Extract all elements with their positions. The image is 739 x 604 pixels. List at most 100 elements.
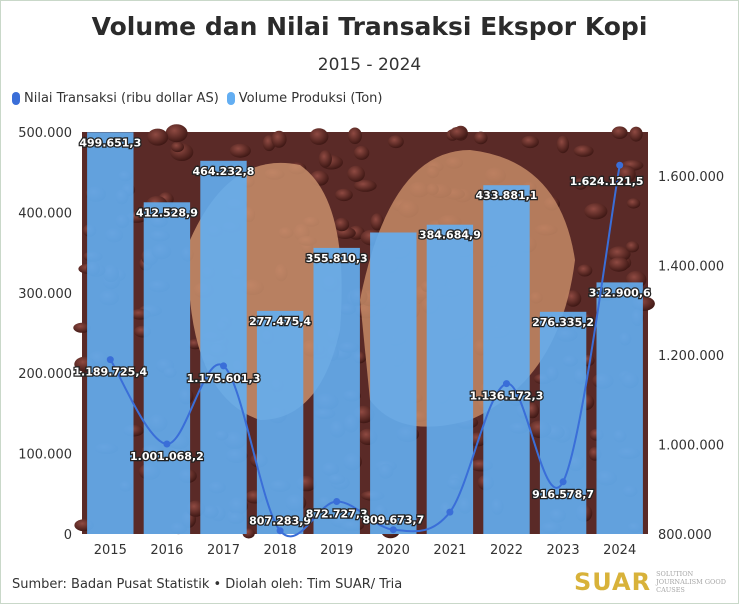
coffee-bean-shape — [449, 126, 468, 140]
line-label-2015: 1.189.725,4 — [73, 366, 147, 379]
y-left-tick: 200.000 — [18, 367, 72, 382]
legend-item-line[interactable]: Nilai Transaksi (ribu dollar AS) — [12, 91, 219, 106]
bar-label-2017: 464.232,8 — [193, 165, 255, 178]
x-tick-2024: 2024 — [603, 543, 636, 558]
bar-2024[interactable] — [596, 282, 643, 534]
bar-label-2023: 276.335,2 — [532, 316, 594, 329]
line-label-2020: 809.673,7 — [362, 514, 424, 527]
line-point-2017[interactable] — [220, 362, 227, 370]
bar-2021[interactable] — [426, 224, 474, 534]
coffee-bean-shape — [318, 150, 332, 168]
coffee-bean-shape — [229, 143, 251, 158]
legend-swatch-line — [12, 92, 20, 105]
coffee-bean-shape — [353, 145, 370, 160]
coffee-bean-shape — [388, 135, 404, 149]
bar-label-2022: 433.881,1 — [476, 189, 538, 202]
suar-logo: SUAR SOLUTION JOURNALISM GOOD CAUSES — [574, 568, 736, 596]
y-right-tick: 1.000.000 — [658, 439, 724, 454]
x-tick-2016: 2016 — [150, 543, 183, 558]
coffee-bean-shape — [334, 217, 350, 232]
line-point-2024[interactable] — [616, 161, 624, 169]
line-label-2016: 1.001.068,2 — [130, 450, 204, 463]
legend-label-line: Nilai Transaksi (ribu dollar AS) — [24, 91, 219, 106]
bar-label-2019: 355.810,3 — [306, 252, 368, 265]
coffee-bean-shape — [611, 126, 628, 139]
logo-wordmark: SUAR — [574, 568, 652, 596]
line-label-2022: 1.136.172,3 — [470, 390, 544, 403]
x-tick-2022: 2022 — [490, 543, 523, 558]
chart-subtitle: 2015 - 2024 — [317, 55, 422, 75]
line-label-2023: 916.578,7 — [532, 488, 594, 501]
line-point-2018[interactable] — [276, 527, 284, 535]
coffee-bean-shape — [564, 290, 582, 307]
coffee-bean-shape — [353, 179, 377, 192]
coffee-bean-shape — [556, 135, 570, 154]
line-label-2017: 1.175.601,3 — [187, 372, 261, 385]
line-point-2021[interactable] — [446, 508, 454, 516]
coffee-bean-shape — [147, 128, 169, 146]
x-tick-2023: 2023 — [547, 543, 580, 558]
line-point-2019[interactable] — [333, 498, 341, 505]
coffee-bean-shape — [626, 198, 641, 209]
x-tick-2019: 2019 — [320, 543, 353, 558]
y-right-tick: 800.000 — [658, 528, 712, 543]
bar-label-2018: 277.475,4 — [249, 315, 311, 328]
coffee-bean-shape — [629, 126, 643, 142]
y-left-tick: 100.000 — [18, 448, 72, 463]
coffee-bean-shape — [584, 203, 608, 220]
bar-2020[interactable] — [370, 232, 417, 535]
x-axis: 2015 2016 2017 2018 2019 2020 2021 2022 2023 2024 — [94, 543, 636, 558]
coffee-bean-shape — [335, 188, 353, 202]
bar-2015[interactable] — [87, 132, 134, 535]
y-axis-right: 800.000 1.000.000 1.200.000 1.400.000 1.600.… — [658, 170, 724, 543]
bar-value-labels: 499.651,3 412.528,9 464.232,8 277.475,4 355.… — [78, 135, 652, 330]
y-left-tick: 0 — [64, 528, 72, 543]
y-right-tick: 1.600.000 — [658, 170, 724, 185]
x-tick-2021: 2021 — [433, 543, 466, 558]
x-tick-2018: 2018 — [264, 543, 297, 558]
line-point-2020[interactable] — [389, 526, 397, 534]
line-series — [109, 165, 621, 538]
y-left-tick: 500.000 — [18, 126, 72, 141]
coffee-bean-shape — [573, 145, 594, 157]
source-note: Sumber: Badan Pusat Statistik • Diolah o… — [12, 577, 403, 592]
chart-title: Volume dan Nilai Transaksi Ekspor Kopi — [91, 12, 648, 41]
bar-label-2021: 384.684,9 — [419, 229, 481, 242]
x-tick-2015: 2015 — [94, 543, 127, 558]
line-points — [106, 161, 624, 535]
coffee-bean-shape — [171, 141, 184, 153]
line-point-2016[interactable] — [163, 440, 171, 448]
bar-2019[interactable] — [313, 247, 360, 534]
legend-swatch-bar — [226, 92, 235, 105]
legend-label-bar: Volume Produksi (Ton) — [238, 91, 383, 106]
line-point-2022[interactable] — [503, 380, 510, 388]
legend-item-bar[interactable]: Volume Produksi (Ton) — [226, 91, 383, 106]
x-tick-2020: 2020 — [377, 543, 410, 558]
bar-label-2024: 312.900,6 — [589, 286, 651, 299]
bar-2016[interactable] — [143, 202, 191, 535]
y-left-tick: 400.000 — [18, 206, 72, 221]
y-right-tick: 1.400.000 — [658, 260, 724, 275]
line-point-2015[interactable] — [106, 356, 114, 364]
coffee-bean-shape — [625, 241, 640, 253]
coffee-bean-shape — [577, 264, 593, 277]
bar-label-2016: 412.528,9 — [136, 206, 198, 219]
bar-series — [87, 132, 643, 535]
line-label-2024: 1.624.121,5 — [570, 175, 644, 188]
bar-2017[interactable] — [200, 160, 247, 535]
coffee-bean-shape — [608, 257, 629, 272]
coffee-bean-shape — [608, 246, 631, 262]
bar-2018[interactable] — [256, 310, 304, 534]
coffee-bean-shape — [617, 165, 636, 183]
coffee-bean-shape — [573, 178, 588, 190]
coffee-bean-shape — [165, 124, 188, 143]
line-point-2023[interactable] — [559, 478, 567, 486]
line-label-2019: 872.727,3 — [306, 508, 368, 521]
bar-2022[interactable] — [483, 185, 530, 534]
logo-tagline: SOLUTION JOURNALISM GOOD CAUSES — [656, 570, 726, 594]
x-tick-2017: 2017 — [207, 543, 240, 558]
y-left-tick: 300.000 — [18, 287, 72, 302]
coffee-bean-shape — [309, 128, 329, 145]
coffee-bean-shape — [474, 131, 488, 145]
